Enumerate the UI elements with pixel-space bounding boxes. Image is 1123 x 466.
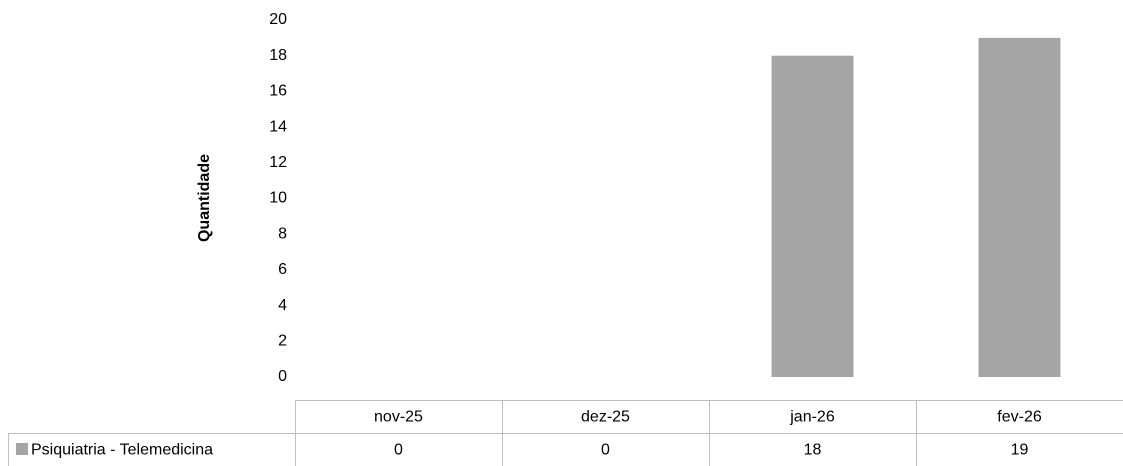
bar xyxy=(771,55,854,377)
y-tick-label: 20 xyxy=(269,11,287,28)
bar xyxy=(978,37,1061,377)
x-tick-label: dez-25 xyxy=(581,409,630,426)
y-axis-title: Quantidade xyxy=(196,154,213,242)
y-tick-label: 12 xyxy=(269,154,287,171)
table-value: 0 xyxy=(601,442,610,459)
y-tick-label: 4 xyxy=(278,297,287,314)
x-tick-label: nov-25 xyxy=(374,409,423,426)
y-tick-label: 14 xyxy=(269,118,287,135)
legend-label: Psiquiatria - Telemedicina xyxy=(31,442,213,459)
y-tick-label: 18 xyxy=(269,47,287,64)
x-tick-label: fev-26 xyxy=(997,409,1042,426)
legend-key xyxy=(16,443,28,455)
table-value: 18 xyxy=(804,442,822,459)
y-tick-label: 10 xyxy=(269,190,287,207)
y-tick-label: 2 xyxy=(278,333,287,350)
table-value: 19 xyxy=(1011,442,1029,459)
y-tick-label: 16 xyxy=(269,83,287,100)
x-tick-label: jan-26 xyxy=(789,409,835,426)
y-tick-label: 8 xyxy=(278,225,287,242)
y-tick-label: 6 xyxy=(278,261,287,278)
y-tick-label: 0 xyxy=(278,368,287,385)
table-value: 0 xyxy=(394,442,403,459)
